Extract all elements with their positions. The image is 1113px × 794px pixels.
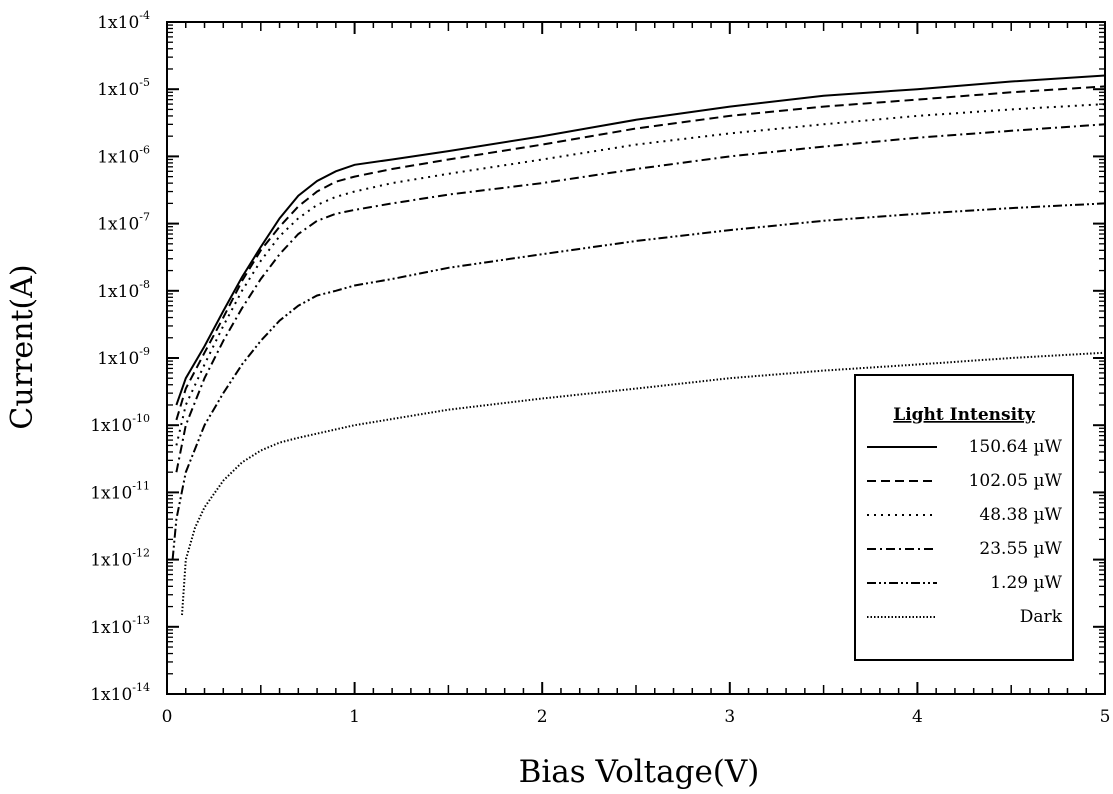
series-line-1 (175, 74, 1106, 406)
x-tick-label: 1 (349, 707, 360, 727)
y-tick-exponent: -10 (132, 412, 150, 425)
x-tick-label: 5 (1100, 707, 1111, 727)
y-tick-exponent: -11 (132, 479, 150, 492)
legend-label: 1.29 µW (990, 573, 1062, 593)
y-tick-exponent: -8 (139, 278, 150, 291)
legend-label: 150.64 µW (969, 437, 1063, 457)
y-tick-exponent: -9 (139, 345, 150, 358)
y-tick-base: 1x10 (90, 685, 132, 705)
y-tick-exponent: -4 (139, 9, 150, 22)
y-tick-exponent: -7 (139, 211, 150, 224)
y-tick-base: 1x10 (90, 416, 132, 436)
legend-box (854, 374, 1074, 661)
y-tick-label: 1x10-13 (90, 614, 150, 638)
legend: Light Intensity 150.64 µW 102.05 µW 48.38 … (854, 374, 1074, 661)
series-line-2 (175, 85, 1106, 421)
series-line-4 (175, 123, 1106, 473)
y-tick-label: 1x10-11 (90, 479, 150, 503)
axes: 0 1 2 3 4 51x10-41x10-51x10-61x10-71x10-81x10… (90, 9, 1110, 727)
y-tick-exponent: -6 (139, 143, 150, 156)
y-axis-title: Current(A) (5, 264, 40, 429)
y-tick-exponent: -12 (132, 547, 150, 560)
y-tick-label: 1x10-14 (90, 681, 150, 705)
legend-label: 48.38 µW (979, 505, 1062, 525)
y-tick-label: 1x10-9 (97, 345, 150, 369)
y-tick-exponent: -13 (132, 614, 150, 627)
series-line-5 (171, 202, 1106, 560)
x-tick-label: 4 (912, 707, 923, 727)
y-tick-base: 1x10 (97, 147, 139, 167)
y-tick-base: 1x10 (97, 215, 139, 235)
y-tick-exponent: -5 (139, 76, 150, 89)
y-tick-base: 1x10 (90, 551, 132, 571)
y-tick-base: 1x10 (97, 282, 139, 302)
series-lines (171, 74, 1106, 616)
legend-label: 23.55 µW (979, 539, 1062, 559)
y-tick-label: 1x10-10 (90, 412, 150, 436)
y-tick-label: 1x10-4 (97, 9, 150, 33)
y-tick-base: 1x10 (97, 349, 139, 369)
y-tick-label: 1x10-7 (97, 211, 150, 235)
y-tick-label: 1x10-8 (97, 278, 150, 302)
y-tick-label: 1x10-6 (97, 143, 150, 167)
x-axis-title: Bias Voltage(V) (519, 754, 760, 790)
y-tick-base: 1x10 (90, 618, 132, 638)
y-tick-base: 1x10 (97, 80, 139, 100)
legend-label: 102.05 µW (969, 471, 1063, 491)
x-tick-label: 0 (162, 707, 173, 727)
legend-title: Light Intensity (893, 405, 1036, 425)
x-tick-label: 2 (537, 707, 548, 727)
y-tick-exponent: -14 (132, 681, 150, 694)
y-tick-label: 1x10-12 (90, 547, 150, 571)
y-tick-label: 1x10-5 (97, 76, 150, 100)
y-tick-base: 1x10 (90, 483, 132, 503)
y-tick-base: 1x10 (97, 13, 139, 33)
x-tick-label: 3 (724, 707, 735, 727)
legend-label: Dark (1020, 607, 1063, 627)
